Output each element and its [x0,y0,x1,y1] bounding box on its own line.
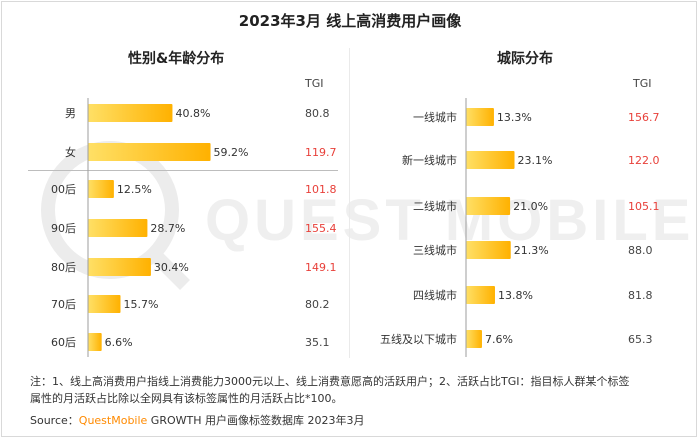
city-bar [466,151,515,169]
age-category-label: 70后 [51,298,76,311]
age-tgi-value: 155.4 [305,222,337,235]
note-line-1: 注：1、线上高消费用户指线上消费能力3000元以上、线上消费意愿高的活跃用户；2… [30,375,630,388]
gender-age-divider [28,170,338,171]
city-bar [466,108,494,126]
source-text: GROWTH 用户画像标签数据库 2023年3月 [147,414,365,427]
city-tgi-value: 65.3 [628,333,653,346]
left-tgi-header: TGI [305,77,324,90]
city-value-label: 7.6% [485,333,513,346]
city-bar [466,241,511,259]
city-category-label: 四线城市 [413,288,457,302]
city-tgi-value: 81.8 [628,289,653,302]
city-bar [466,197,511,215]
age-tgi-value: 80.2 [305,298,330,311]
right-panel-title: 城际分布 [497,51,553,67]
gender-tgi-value: 119.7 [305,146,337,159]
gender-bar [88,104,173,122]
city-value-label: 23.1% [518,154,553,167]
age-tgi-value: 35.1 [305,336,330,349]
city-category-label: 新一线城市 [402,153,457,167]
age-category-label: 90后 [51,222,76,235]
age-category-label: 60后 [51,336,76,349]
age-bar [88,333,102,351]
age-bar [88,258,151,276]
gender-category-label: 男 [65,107,76,120]
age-tgi-value: 101.8 [305,183,337,196]
age-value-label: 6.6% [105,336,133,349]
age-value-label: 30.4% [154,261,189,274]
city-category-label: 三线城市 [413,243,457,257]
panel-divider [349,48,350,358]
age-value-label: 28.7% [150,222,185,235]
city-tgi-value: 122.0 [628,154,660,167]
source-brand: QuestMobile [78,414,148,427]
city-bar [466,330,482,348]
city-bar [466,286,495,304]
chart-title: 2023年3月 线上高消费用户画像 [238,12,462,30]
age-value-label: 15.7% [123,298,158,311]
right-tgi-header: TGI [633,77,652,90]
watermark-text: QUEST MOBILE [205,188,694,253]
gender-tgi-value: 80.8 [305,107,330,120]
city-value-label: 13.3% [497,111,532,124]
gender-value-label: 40.8% [175,107,210,120]
age-value-label: 12.5% [117,183,152,196]
note-line-2: 属性的月活跃占比除以全网具有该标签属性的月活跃占比*100。 [30,392,343,405]
city-value-label: 13.8% [498,289,533,302]
source-line: Source：QuestMobile GROWTH 用户画像标签数据库 2023… [30,412,365,428]
source-prefix: Source： [30,414,79,427]
age-tgi-value: 149.1 [305,261,337,274]
city-value-label: 21.3% [514,244,549,257]
gender-value-label: 59.2% [214,146,249,159]
city-tgi-value: 105.1 [628,200,660,213]
city-category-label: 五线及以下城市 [380,332,457,346]
city-value-label: 21.0% [513,200,548,213]
gender-bar [88,143,211,161]
age-bar [88,295,121,313]
city-category-label: 二线城市 [413,199,457,213]
city-tgi-value: 88.0 [628,244,653,257]
city-category-label: 一线城市 [413,110,457,124]
gender-category-label: 女 [65,145,76,159]
city-tgi-value: 156.7 [628,111,660,124]
age-category-label: 80后 [51,261,76,274]
age-bar [88,219,148,237]
age-category-label: 00后 [51,183,76,196]
left-panel-title: 性别&年龄分布 [128,51,225,67]
age-bar [88,180,114,198]
